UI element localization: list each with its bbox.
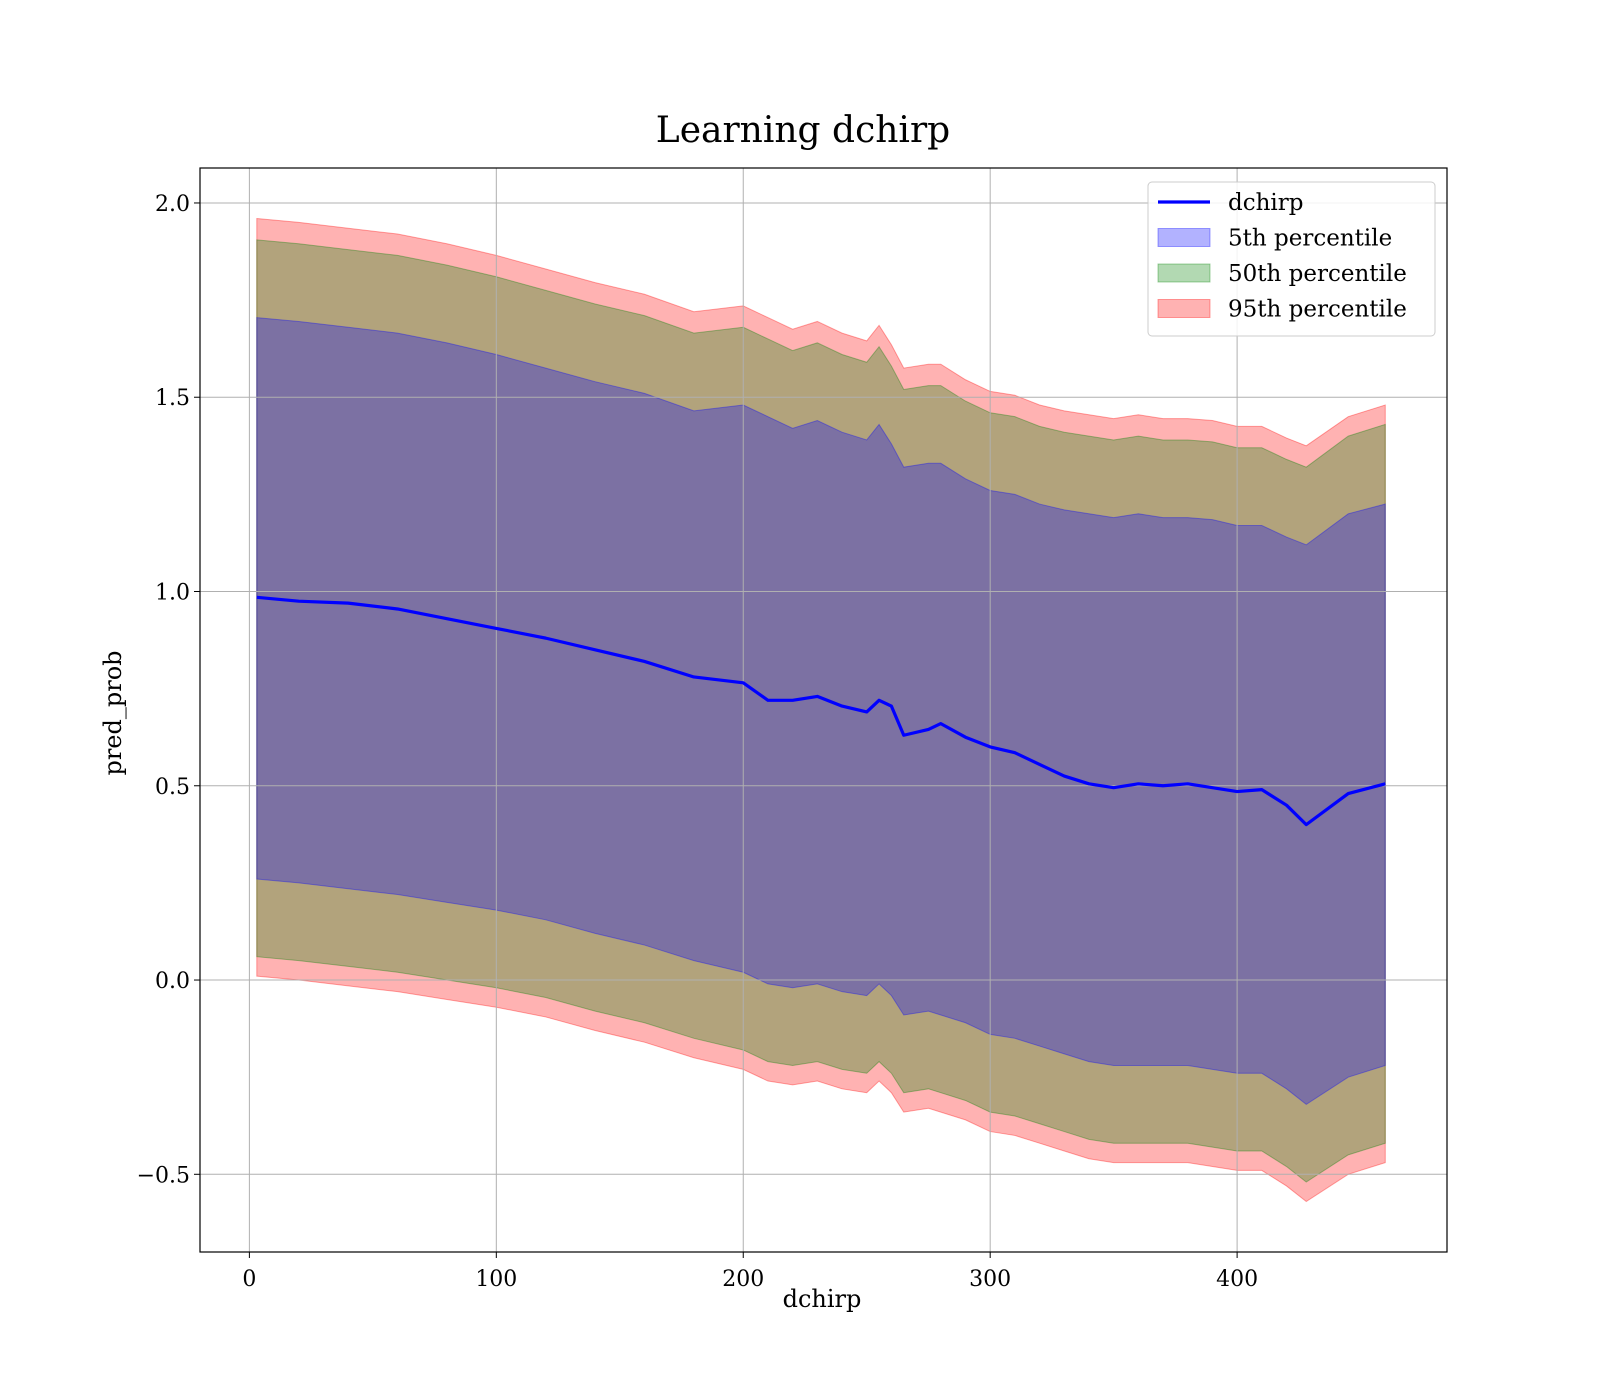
legend-label: 5th percentile xyxy=(1228,226,1392,252)
legend-label: dchirp xyxy=(1228,190,1304,216)
x-tick-label: 400 xyxy=(1216,1267,1258,1292)
legend: dchirp 5th percentile 50th percentile 95th … xyxy=(1147,181,1436,337)
plot-area xyxy=(199,167,1448,1253)
grid xyxy=(200,168,1447,1252)
x-tick-label: 100 xyxy=(475,1267,517,1292)
x-tick-label: 300 xyxy=(969,1267,1011,1292)
band-50th-percentile xyxy=(256,239,1386,1183)
x-tick-label: 200 xyxy=(722,1267,764,1292)
y-tick-label: 1.0 xyxy=(155,580,190,605)
y-tick-label: 0.5 xyxy=(155,775,190,800)
y-tick-label: −0.5 xyxy=(137,1163,190,1188)
legend-swatch-band xyxy=(1157,228,1211,247)
series-line-dchirp xyxy=(256,595,1386,827)
legend-box xyxy=(1147,181,1436,337)
chart-title: Learning dchirp xyxy=(656,110,950,151)
band-5th-percentile xyxy=(256,317,1386,1105)
y-tick-label: 0.0 xyxy=(155,969,190,994)
band-95th-percentile xyxy=(256,217,1386,1203)
data-lines xyxy=(256,595,1386,827)
x-axis-label: dchirp xyxy=(783,1285,862,1313)
x-axis-ticks: 0 100 200 300 400 xyxy=(242,1252,1258,1292)
y-axis-ticks: −0.5 0.0 0.5 1.0 1.5 2.0 xyxy=(137,192,200,1188)
percentile-bands xyxy=(256,217,1386,1203)
x-tick-label: 0 xyxy=(242,1267,256,1292)
y-axis-label: pred_prob xyxy=(99,650,127,775)
legend-label: 95th percentile xyxy=(1228,297,1407,323)
plot-frame xyxy=(199,167,1448,1253)
legend-swatch-band xyxy=(1157,263,1211,283)
legend-swatch-band xyxy=(1157,299,1211,318)
y-tick-label: 2.0 xyxy=(155,192,190,217)
legend-label: 50th percentile xyxy=(1228,261,1407,287)
y-tick-label: 1.5 xyxy=(155,386,190,411)
